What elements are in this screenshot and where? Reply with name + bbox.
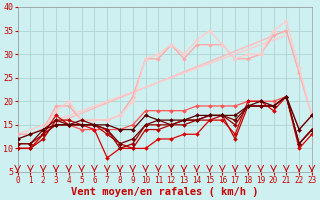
X-axis label: Vent moyen/en rafales ( km/h ): Vent moyen/en rafales ( km/h ): [71, 187, 259, 197]
